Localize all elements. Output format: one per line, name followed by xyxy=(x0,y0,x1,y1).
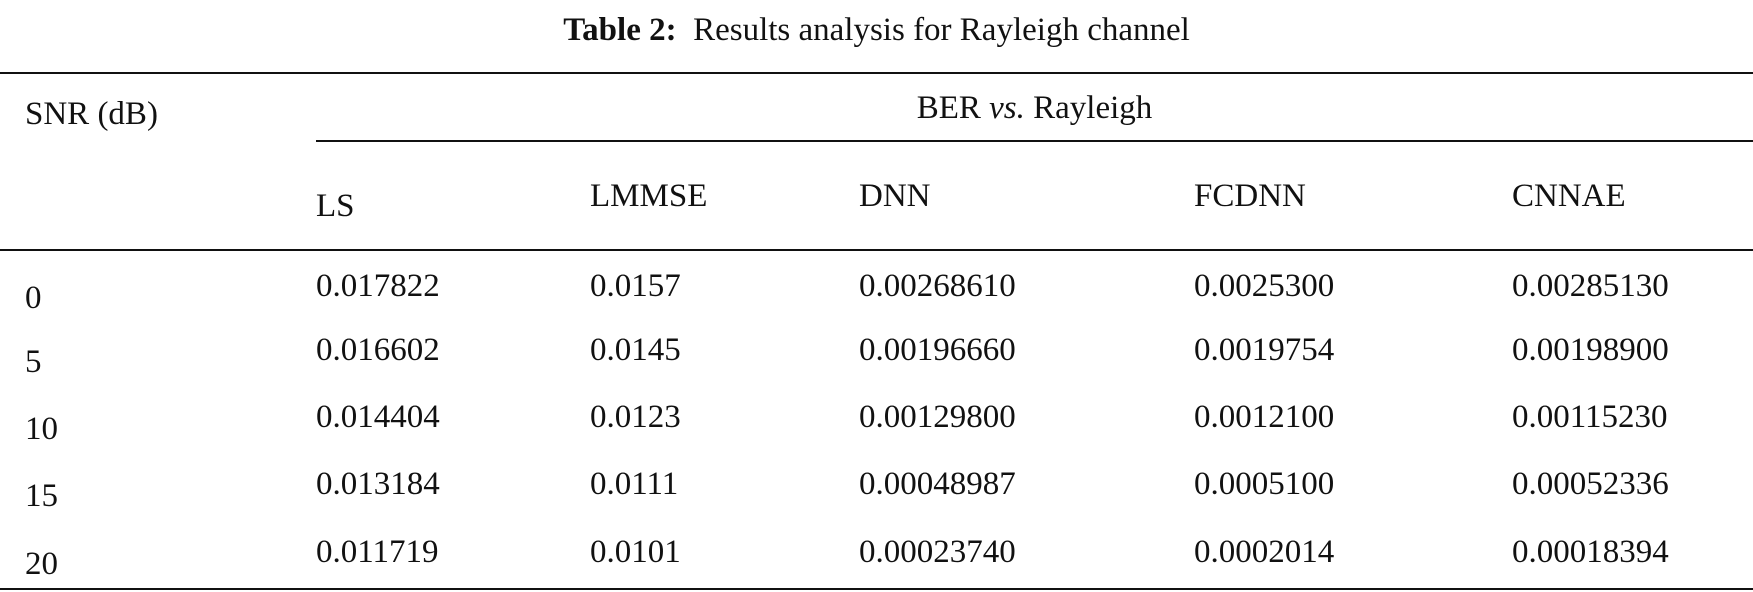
row-label: 0 xyxy=(25,280,42,316)
mid-rule xyxy=(0,249,1753,251)
cell: 0.014404 xyxy=(316,399,440,435)
cell: 0.00196660 xyxy=(859,332,1016,368)
column-header: CNNAE xyxy=(1512,178,1626,214)
cell: 0.0012100 xyxy=(1194,399,1335,435)
column-header: LS xyxy=(316,188,355,224)
cell: 0.0005100 xyxy=(1194,466,1335,502)
row-label: 20 xyxy=(25,546,58,582)
cell: 0.013184 xyxy=(316,466,440,502)
cell: 0.0123 xyxy=(590,399,681,435)
column-header: DNN xyxy=(859,178,931,214)
cell: 0.0019754 xyxy=(1194,332,1335,368)
group-header: BER vs. Rayleigh xyxy=(316,92,1753,125)
cell: 0.011719 xyxy=(316,534,439,570)
group-header-part: vs. xyxy=(989,90,1025,126)
top-rule xyxy=(0,72,1753,74)
cell: 0.00052336 xyxy=(1512,466,1669,502)
cell: 0.0002014 xyxy=(1194,534,1335,570)
cell: 0.0101 xyxy=(590,534,681,570)
caption-label: Table 2: xyxy=(563,12,677,48)
group-header-part: Rayleigh xyxy=(1033,90,1153,126)
group-header-part: BER xyxy=(916,90,981,126)
cell: 0.00268610 xyxy=(859,268,1016,304)
row-label: 15 xyxy=(25,478,58,514)
table-caption: Table 2: Results analysis for Rayleigh c… xyxy=(0,14,1753,47)
cell: 0.00023740 xyxy=(859,534,1016,570)
cell: 0.00198900 xyxy=(1512,332,1669,368)
group-rule xyxy=(316,140,1753,142)
cell: 0.0111 xyxy=(590,466,679,502)
cell: 0.00285130 xyxy=(1512,268,1669,304)
column-header: LMMSE xyxy=(590,178,708,214)
row-label: 5 xyxy=(25,344,42,380)
cell: 0.00048987 xyxy=(859,466,1016,502)
cell: 0.00129800 xyxy=(859,399,1016,435)
caption-text: Results analysis for Rayleigh channel xyxy=(693,12,1190,48)
cell: 0.0025300 xyxy=(1194,268,1335,304)
bottom-rule xyxy=(0,588,1753,590)
cell: 0.016602 xyxy=(316,332,440,368)
cell: 0.0157 xyxy=(590,268,681,304)
cell: 0.00018394 xyxy=(1512,534,1669,570)
cell: 0.017822 xyxy=(316,268,440,304)
stub-header: SNR (dB) xyxy=(25,96,158,132)
cell: 0.00115230 xyxy=(1512,399,1668,435)
column-header: FCDNN xyxy=(1194,178,1306,214)
row-label: 10 xyxy=(25,411,58,447)
cell: 0.0145 xyxy=(590,332,681,368)
